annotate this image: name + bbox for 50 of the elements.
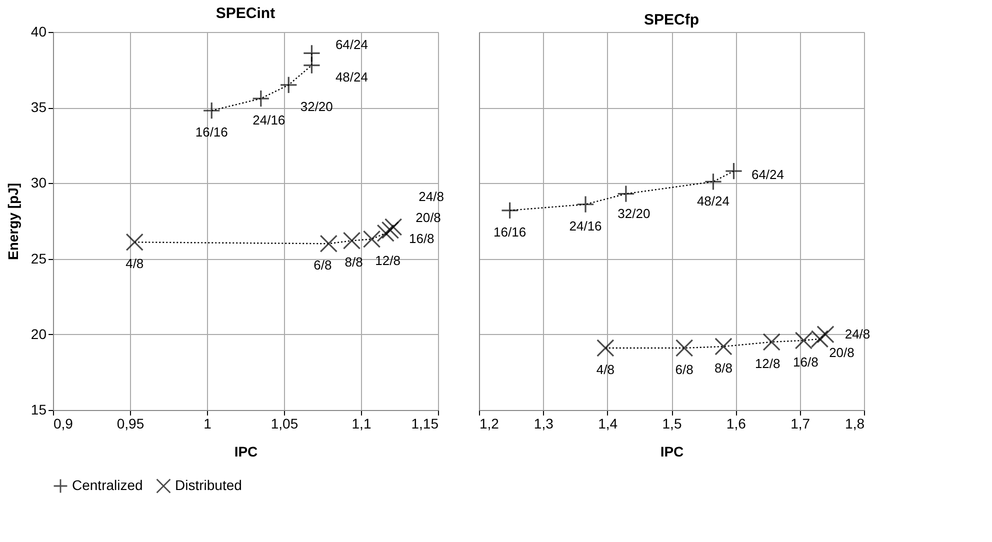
x-axis-title: IPC (660, 444, 684, 460)
annotation: 8/8 (714, 360, 733, 376)
annotation: 48/24 (696, 194, 730, 209)
annotation: 16/16 (195, 124, 228, 140)
y-tick-label: 35 (30, 99, 47, 116)
chart-title: SPECfp (644, 12, 700, 28)
annotation: 16/8 (793, 354, 818, 370)
annotation: 64/24 (751, 167, 784, 182)
x-tick-label: 1 (204, 416, 212, 432)
x-tick-label: 0,9 (54, 416, 74, 432)
x-tick-label: 1,4 (598, 416, 618, 432)
x-tick-label: 0,95 (116, 416, 144, 432)
annotation: 4/8 (596, 362, 614, 378)
x-tick-label: 1,05 (270, 416, 298, 432)
annotation: 32/20 (618, 206, 650, 221)
y-tick-label: 25 (30, 250, 47, 266)
legend-label: Centralized (72, 476, 143, 493)
annotation: 4/8 (126, 256, 144, 272)
annotation: 16/8 (408, 231, 434, 246)
annotation: 20/8 (416, 210, 441, 226)
annotation: 6/8 (314, 258, 332, 273)
x-tick-label: 1,15 (411, 416, 439, 432)
chart-title: SPECint (216, 5, 276, 22)
annotation: 32/20 (300, 98, 333, 114)
y-tick-label: 15 (30, 402, 47, 418)
x-tick-label: 1,3 (534, 416, 554, 432)
y-tick-label: 30 (30, 174, 47, 191)
y-tick-label: 20 (30, 326, 47, 342)
y-tick-label: 40 (30, 24, 47, 40)
annotation: 48/24 (335, 69, 368, 84)
annotation: 24/16 (569, 218, 602, 234)
x-tick-label: 1,1 (352, 416, 372, 432)
annotation: 6/8 (675, 362, 694, 378)
annotation: 8/8 (344, 254, 363, 270)
annotation: 16/16 (494, 224, 526, 240)
annotation: 64/24 (335, 37, 368, 52)
annotation: 24/8 (844, 326, 870, 342)
annotation: 24/16 (252, 112, 286, 128)
y-axis-title: Energy [pJ] (4, 182, 21, 260)
x-tick-label: 1,7 (790, 416, 810, 432)
annotation: 12/8 (375, 253, 400, 268)
x-tick-label: 1,6 (726, 416, 746, 432)
x-tick-label: 1,5 (662, 416, 682, 432)
annotation: 24/8 (418, 189, 444, 204)
legend-label: Distributed (175, 476, 242, 493)
x-tick-label: 1,2 (480, 416, 500, 432)
annotation: 12/8 (754, 356, 780, 371)
x-tick-label: 1,8 (845, 416, 865, 432)
annotation: 20/8 (829, 344, 854, 360)
x-axis-title: IPC (234, 444, 258, 460)
